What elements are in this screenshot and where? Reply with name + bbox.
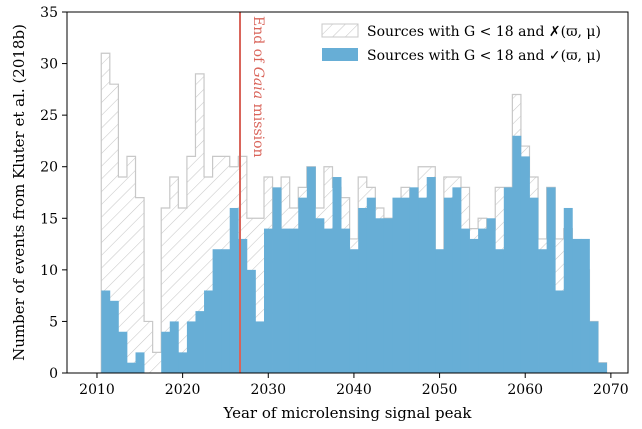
x-tick-label: 2020 (165, 382, 201, 398)
filled-bar (135, 352, 145, 373)
filled-bar (178, 352, 188, 373)
filled-bar (555, 290, 565, 373)
filled-bar (349, 249, 359, 373)
filled-series (101, 135, 607, 373)
y-tick-label: 30 (40, 57, 58, 73)
filled-bar (246, 269, 256, 373)
legend-label-filled: Sources with G < 18 and ✓(ϖ, μ) (367, 48, 601, 64)
filled-bar (238, 238, 248, 373)
filled-bar (375, 218, 385, 373)
filled-bar (109, 300, 119, 373)
filled-bar (118, 331, 128, 373)
hatched-outline (100, 52, 608, 373)
legend-swatch-hatched (321, 23, 359, 38)
y-axis: 0 5 10 15 20 25 30 35 (40, 5, 67, 382)
filled-bar (503, 187, 513, 373)
filled-bar (101, 290, 111, 373)
filled-bar (263, 228, 273, 373)
filled-bar (255, 321, 265, 373)
filled-bar (435, 249, 445, 373)
filled-bar (580, 238, 590, 373)
filled-bar (298, 197, 308, 373)
x-axis: 2010 2020 2030 2040 2050 2060 2070 (79, 373, 629, 398)
filled-bar (332, 177, 342, 373)
filled-bar (281, 228, 291, 373)
filled-bar (520, 156, 530, 373)
y-tick-label: 10 (40, 263, 58, 279)
filled-bar (366, 197, 376, 373)
filled-bar (572, 238, 582, 373)
filled-bar (443, 197, 453, 373)
filled-bar (401, 197, 410, 373)
filled-bar (315, 218, 325, 373)
filled-bar (495, 249, 505, 373)
filled-bar (126, 362, 136, 373)
legend-swatch-filled (322, 48, 358, 61)
filled-bar (161, 331, 171, 373)
filled-bar (195, 311, 205, 373)
x-axis-label: Year of microlensing signal peak (223, 404, 473, 422)
x-tick-label: 2050 (422, 382, 458, 398)
filled-bar (392, 197, 402, 373)
y-tick-label: 20 (40, 160, 58, 176)
x-tick-label: 2040 (336, 382, 372, 398)
y-tick-label: 25 (40, 108, 58, 124)
filled-bar (272, 187, 282, 373)
filled-bar (452, 187, 462, 373)
filled-bar (460, 228, 470, 373)
filled-bar (478, 228, 488, 373)
filled-bar (204, 290, 214, 373)
filled-bar (418, 197, 428, 373)
filled-bar (289, 228, 299, 373)
filled-bar (383, 218, 393, 373)
y-axis-label: Number of events from Kluter et al. (201… (10, 24, 28, 361)
y-tick-label: 5 (49, 314, 58, 330)
x-tick-label: 2060 (507, 382, 543, 398)
filled-bar (512, 135, 522, 373)
filled-bar (358, 207, 368, 373)
filled-bar (529, 197, 539, 373)
gaia-mission-end-label: End of Gaia mission (250, 16, 266, 158)
filled-bar (323, 228, 333, 373)
filled-bar (469, 238, 479, 373)
legend: Sources with G < 18 and ✗(ϖ, μ) Sources … (321, 23, 601, 64)
filled-bar (486, 218, 496, 373)
filled-bar (169, 321, 179, 373)
filled-bar (212, 249, 222, 373)
legend-label-hatched: Sources with G < 18 and ✗(ϖ, μ) (367, 24, 601, 40)
filled-bar (598, 362, 607, 373)
y-tick-label: 15 (40, 211, 58, 227)
filled-bar (221, 249, 231, 373)
filled-bar (306, 166, 316, 373)
plot-frame (66, 11, 629, 374)
filled-bar (341, 228, 351, 373)
filled-bar (409, 187, 419, 373)
y-tick-label: 0 (49, 366, 58, 382)
x-tick-label: 2010 (79, 382, 115, 398)
filled-bar (186, 321, 196, 373)
x-tick-label: 2030 (250, 382, 286, 398)
filled-bar (229, 207, 239, 373)
filled-bar (546, 187, 556, 373)
y-tick-label: 35 (40, 5, 58, 21)
filled-bar (538, 249, 548, 373)
filled-bar (589, 321, 599, 373)
x-tick-label: 2070 (593, 382, 629, 398)
filled-bar (426, 177, 436, 373)
filled-bar (563, 207, 573, 373)
